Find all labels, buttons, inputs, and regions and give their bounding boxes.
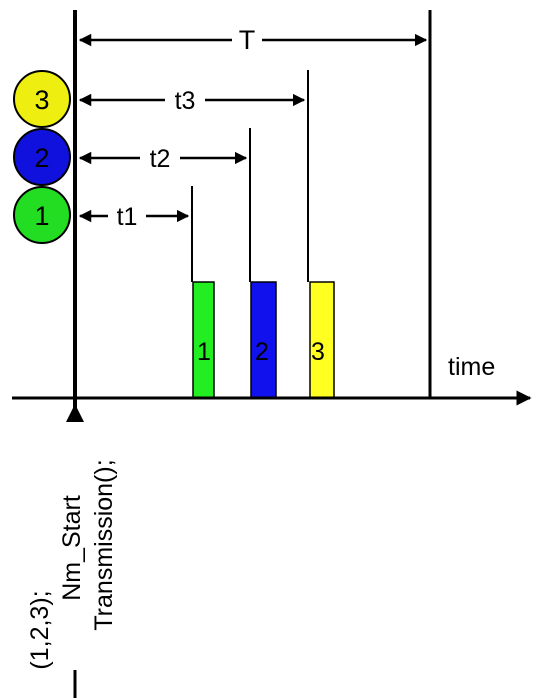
time-axis-label: time [448,353,495,381]
t3-label: t3 [175,87,196,115]
period-label: T [239,25,256,55]
function-call-line-2-wrap: Nm_Start [58,495,86,601]
circle-1: 1 [13,186,71,244]
t1-label: t1 [117,203,138,231]
call-line-1: (1,2,3); [26,590,54,669]
bar-2: 2 [250,281,277,399]
circle-2: 2 [13,128,71,186]
circle-3-label: 3 [34,85,49,115]
circle-2-label: 2 [34,143,49,173]
circle-3: 3 [13,70,71,128]
call-line-3: Transmission(); [90,459,118,630]
call-line-2: Nm_Start [58,495,86,601]
bar-1-label: 1 [197,338,211,366]
bar-3-label: 3 [311,338,325,366]
function-call-line-3-wrap: Transmission(); [90,459,118,630]
t2-label: t2 [150,145,171,173]
start-marker-arrow [66,404,84,422]
bar-2-label: 2 [255,338,269,366]
function-call: (1,2,3); [26,590,54,669]
bar-1: 1 [192,281,215,399]
bar-3: 3 [309,281,335,399]
circle-1-label: 1 [34,201,49,231]
